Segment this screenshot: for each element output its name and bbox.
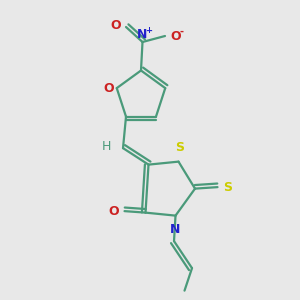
Text: O: O <box>103 82 114 94</box>
Text: S: S <box>223 181 232 194</box>
Text: S: S <box>176 141 184 154</box>
Text: N: N <box>170 224 181 236</box>
Text: -: - <box>179 26 183 37</box>
Text: O: O <box>170 29 181 43</box>
Text: H: H <box>102 140 112 153</box>
Text: +: + <box>146 26 153 35</box>
Text: O: O <box>109 205 119 218</box>
Text: O: O <box>110 19 121 32</box>
Text: N: N <box>137 28 148 40</box>
